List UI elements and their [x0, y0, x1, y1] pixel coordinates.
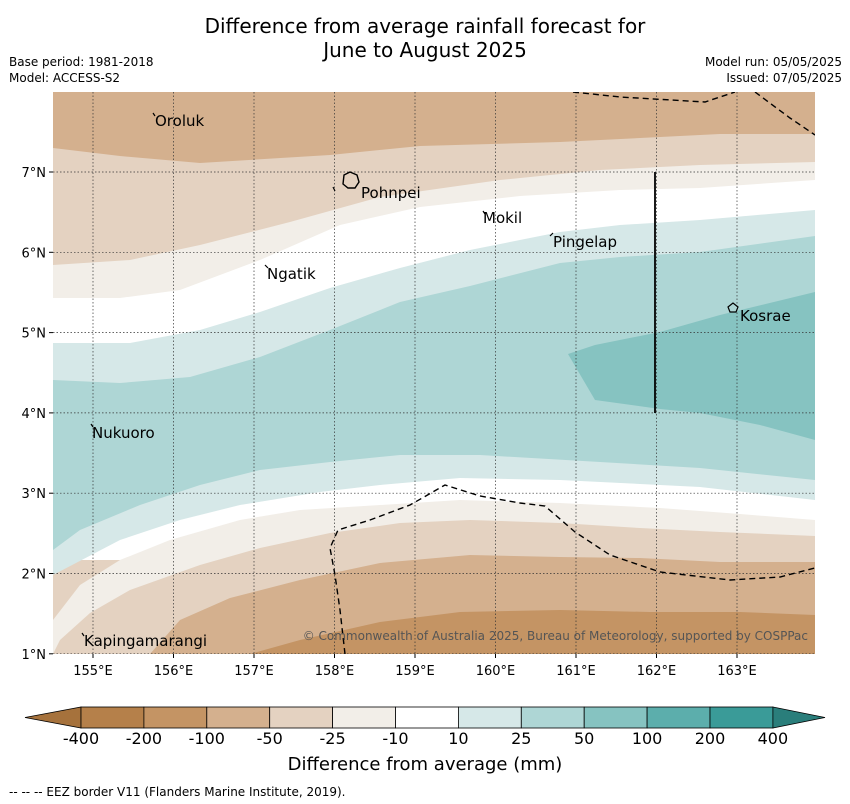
- colorbar-tick-label: 100: [631, 729, 663, 748]
- x-tick-label: 156°E: [154, 664, 194, 679]
- colorbar-swatch: [583, 706, 648, 729]
- colorbar-tick-label: -10: [382, 729, 409, 748]
- title-line-1: Difference from average rainfall forecas…: [204, 14, 646, 38]
- label-pohnpei: Pohnpei: [361, 184, 421, 202]
- label-kosrae: Kosrae: [740, 307, 791, 325]
- contour-north-dry: [53, 92, 815, 163]
- y-tick-label: 6°N: [22, 246, 47, 261]
- meta-left: Base period: 1981-2018 Model: ACCESS-S2: [9, 54, 154, 86]
- colorbar-swatch: [646, 706, 711, 729]
- colorbar-tick-label: -25: [319, 729, 346, 748]
- y-tick-label: 3°N: [22, 487, 47, 502]
- x-tick-label: 157°E: [234, 664, 274, 679]
- label-ngatik: Ngatik: [267, 265, 316, 283]
- pohnpei-island-icon: [342, 171, 360, 189]
- colorbar-swatch: [709, 706, 774, 729]
- colorbar-swatch: [80, 706, 145, 729]
- x-tick-label: 163°E: [717, 664, 757, 679]
- meta-right: Model run: 05/05/2025 Issued: 07/05/2025: [705, 54, 842, 86]
- colorbar-tick-label: 50: [574, 729, 595, 748]
- colorbar-swatch: [457, 706, 522, 729]
- y-tick-label: 7°N: [22, 166, 47, 181]
- colorbar-swatch: [206, 706, 271, 729]
- colorbar-extend-low: [24, 706, 82, 729]
- kosrae-island-icon: [727, 302, 739, 313]
- eez-footnote: -- -- -- EEZ border V11 (Flanders Marine…: [9, 785, 346, 799]
- colorbar-swatch: [395, 706, 459, 729]
- y-tick-label: 4°N: [22, 407, 47, 422]
- label-nukuoro: Nukuoro: [92, 424, 155, 442]
- y-tick-label: 5°N: [22, 327, 47, 342]
- colorbar-tick-label: -100: [188, 729, 225, 748]
- colorbar-tick-label: -400: [62, 729, 100, 748]
- colorbar-tick-label: 25: [511, 729, 532, 748]
- label-oroluk: Oroluk: [155, 112, 204, 130]
- x-tick-label: 161°E: [556, 664, 596, 679]
- model-name: Model: ACCESS-S2: [9, 71, 121, 85]
- label-mokil: Mokil: [483, 209, 522, 227]
- colorbar-swatch: [269, 706, 334, 729]
- map-axes: 155°E 156°E 157°E 158°E 159°E 160°E 161°E 162°E…: [22, 166, 757, 679]
- place-labels: Oroluk Pohnpei Mokil Pingelap Ngatik Kos…: [84, 112, 791, 650]
- y-tick-label: 1°N: [22, 648, 47, 663]
- contour-wet-50: [568, 292, 815, 440]
- title-line-2: June to August 2025: [323, 38, 527, 62]
- colorbar-title: Difference from average (mm): [287, 754, 563, 775]
- map-title: Difference from average rainfall forecas…: [0, 14, 850, 62]
- issued-date: Issued: 07/05/2025: [726, 71, 842, 85]
- contour-wet-25: [53, 236, 815, 550]
- graticule: [53, 92, 815, 654]
- eez-border: [329, 92, 815, 654]
- colorbar: [24, 706, 826, 729]
- x-tick-label: 155°E: [73, 664, 113, 679]
- colorbar-swatch: [332, 706, 396, 729]
- colorbar-tick-label: 200: [694, 729, 726, 748]
- colorbar-swatch: [520, 706, 585, 729]
- colorbar-tick-label: -200: [125, 729, 163, 748]
- label-pingelap: Pingelap: [553, 233, 617, 251]
- contour-south-dry100: [250, 610, 815, 654]
- label-kapingamarangi: Kapingamarangi: [84, 632, 207, 650]
- model-run: Model run: 05/05/2025: [704, 55, 842, 69]
- x-tick-label: 158°E: [315, 664, 355, 679]
- copyright: © Commonwealth of Australia 2025, Bureau…: [303, 629, 808, 643]
- colorbar-tick-label: 10: [448, 729, 469, 748]
- y-tick-label: 2°N: [22, 568, 47, 583]
- x-tick-label: 159°E: [395, 664, 435, 679]
- x-tick-label: 162°E: [637, 664, 677, 679]
- x-tick-label: 160°E: [476, 664, 516, 679]
- map-area: Oroluk Pohnpei Mokil Pingelap Ngatik Kos…: [53, 92, 815, 654]
- colorbar-swatch: [143, 706, 208, 729]
- colorbar-extend-high: [772, 706, 826, 729]
- colorbar-tick-label: -50: [256, 729, 283, 748]
- base-period: Base period: 1981-2018: [9, 55, 154, 69]
- atoll-markers: [81, 112, 554, 637]
- colorbar-tick-label: 400: [757, 729, 789, 748]
